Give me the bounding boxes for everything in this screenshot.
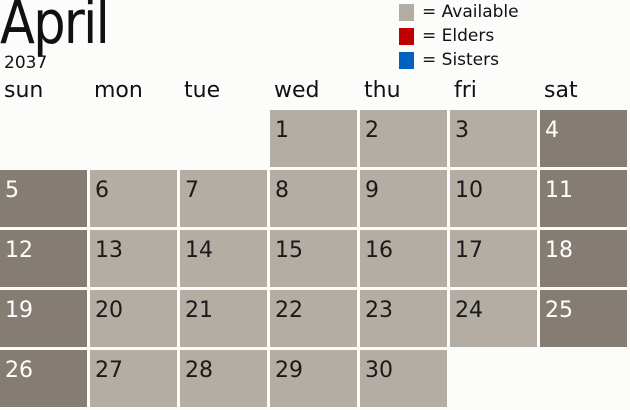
weekday-header-thu: thu <box>364 78 401 103</box>
day-cell-9[interactable]: 9 <box>360 170 447 227</box>
day-number: 3 <box>455 118 469 143</box>
day-cell-15[interactable]: 15 <box>270 230 357 287</box>
day-number: 14 <box>185 238 213 263</box>
day-cell-14[interactable]: 14 <box>180 230 267 287</box>
weekday-header-wed: wed <box>274 78 320 103</box>
day-number: 25 <box>545 298 573 323</box>
day-number: 18 <box>545 238 573 263</box>
day-number: 13 <box>95 238 123 263</box>
legend-swatch <box>399 51 414 69</box>
day-cell-2[interactable]: 2 <box>360 110 447 167</box>
day-number: 10 <box>455 178 483 203</box>
legend-swatch <box>399 27 414 45</box>
day-cell-13[interactable]: 13 <box>90 230 177 287</box>
day-number: 15 <box>275 238 303 263</box>
legend-label: = Sisters <box>422 50 499 70</box>
day-number: 28 <box>185 358 213 383</box>
day-cell-28[interactable]: 28 <box>180 350 267 407</box>
year-label: 2037 <box>4 53 48 73</box>
day-cell-7[interactable]: 7 <box>180 170 267 227</box>
day-cell-16[interactable]: 16 <box>360 230 447 287</box>
day-cell-24[interactable]: 24 <box>450 290 537 347</box>
day-cell-8[interactable]: 8 <box>270 170 357 227</box>
month-title: April <box>0 0 110 58</box>
weekday-header-sun: sun <box>4 78 44 103</box>
day-number: 4 <box>545 118 559 143</box>
day-number: 8 <box>275 178 289 203</box>
legend-label: = Elders <box>422 26 495 46</box>
day-cell-1[interactable]: 1 <box>270 110 357 167</box>
day-cell-19[interactable]: 19 <box>0 290 87 347</box>
day-cell-6[interactable]: 6 <box>90 170 177 227</box>
day-cell-5[interactable]: 5 <box>0 170 87 227</box>
day-cell-10[interactable]: 10 <box>450 170 537 227</box>
day-cell-21[interactable]: 21 <box>180 290 267 347</box>
day-cell-22[interactable]: 22 <box>270 290 357 347</box>
day-number: 19 <box>5 298 33 323</box>
day-number: 9 <box>365 178 379 203</box>
day-number: 1 <box>275 118 289 143</box>
day-number: 26 <box>5 358 33 383</box>
day-cell-25[interactable]: 25 <box>540 290 627 347</box>
day-number: 16 <box>365 238 393 263</box>
day-cell-4[interactable]: 4 <box>540 110 627 167</box>
day-cell-12[interactable]: 12 <box>0 230 87 287</box>
day-number: 30 <box>365 358 393 383</box>
day-number: 23 <box>365 298 393 323</box>
day-number: 7 <box>185 178 199 203</box>
day-number: 27 <box>95 358 123 383</box>
day-cell-3[interactable]: 3 <box>450 110 537 167</box>
weekday-header-tue: tue <box>184 78 221 103</box>
day-cell-11[interactable]: 11 <box>540 170 627 227</box>
day-number: 11 <box>545 178 573 203</box>
day-number: 21 <box>185 298 213 323</box>
legend-swatch <box>399 3 414 21</box>
day-cell-29[interactable]: 29 <box>270 350 357 407</box>
day-number: 5 <box>5 178 19 203</box>
weekday-header-fri: fri <box>454 78 477 103</box>
day-cell-17[interactable]: 17 <box>450 230 537 287</box>
legend-label: = Available <box>422 2 519 22</box>
day-number: 17 <box>455 238 483 263</box>
day-number: 12 <box>5 238 33 263</box>
day-cell-23[interactable]: 23 <box>360 290 447 347</box>
legend-item-available: = Available <box>399 0 519 24</box>
day-number: 22 <box>275 298 303 323</box>
legend-item-elders: = Elders <box>399 24 519 48</box>
day-number: 20 <box>95 298 123 323</box>
day-number: 29 <box>275 358 303 383</box>
day-number: 6 <box>95 178 109 203</box>
day-number: 24 <box>455 298 483 323</box>
day-cell-26[interactable]: 26 <box>0 350 87 407</box>
weekday-header-mon: mon <box>94 78 143 103</box>
weekday-header-sat: sat <box>544 78 578 103</box>
day-cell-18[interactable]: 18 <box>540 230 627 287</box>
legend-item-sisters: = Sisters <box>399 48 519 72</box>
day-cell-30[interactable]: 30 <box>360 350 447 407</box>
legend: = Available = Elders = Sisters <box>399 0 519 72</box>
day-cell-27[interactable]: 27 <box>90 350 177 407</box>
day-cell-20[interactable]: 20 <box>90 290 177 347</box>
day-number: 2 <box>365 118 379 143</box>
